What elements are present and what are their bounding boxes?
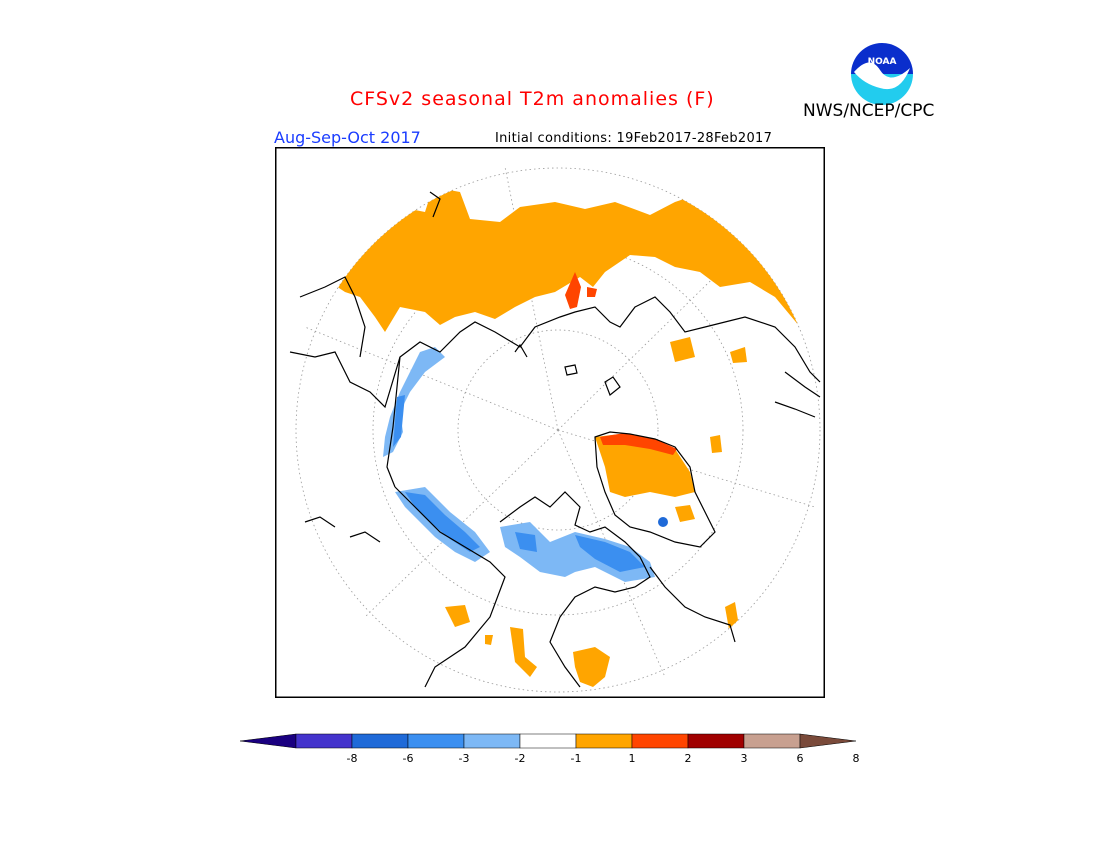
warm-anomaly-north-america <box>445 605 470 627</box>
colorbar-tick-label: 2 <box>684 752 692 765</box>
coastlines <box>289 191 821 688</box>
map-grid <box>295 166 821 693</box>
colorbar-segment <box>631 733 689 749</box>
colorbar-tick-label: 3 <box>740 752 748 765</box>
colorbar-segment <box>407 733 465 749</box>
agency-label: NWS/NCEP/CPC <box>803 101 935 121</box>
colorbar-tick-label: -1 <box>570 752 582 765</box>
colorbar-segment <box>463 733 521 749</box>
noaa-logo-text: NOAA <box>868 57 897 67</box>
colorbar-segment <box>351 733 409 749</box>
colorbar-segment <box>687 733 745 749</box>
colorbar-segment <box>575 733 633 749</box>
colorbar-segment <box>519 733 577 749</box>
colorbar-tick-label: 1 <box>628 752 636 765</box>
chart-title: CFSv2 seasonal T2m anomalies (F) <box>350 88 715 110</box>
colorbar-tick-label: 8 <box>852 752 860 765</box>
colorbar-segment <box>743 733 801 749</box>
colorbar-tick-label: 6 <box>796 752 804 765</box>
colorbar-tick-label: -3 <box>458 752 470 765</box>
season-label: Aug-Sep-Oct 2017 <box>274 128 421 147</box>
warm-anomaly-greenland-red <box>600 433 677 455</box>
noaa-logo: NOAA <box>850 42 914 106</box>
anomaly-map <box>274 146 826 699</box>
colorbar <box>239 733 860 773</box>
colorbar-arrow-right <box>799 733 857 749</box>
colorbar-tick-label: -8 <box>346 752 358 765</box>
warm-anomaly-russia-red <box>565 272 581 309</box>
colorbar-tick-label: -6 <box>402 752 414 765</box>
initial-conditions-label: Initial conditions: 19Feb2017-28Feb2017 <box>495 131 773 146</box>
colorbar-segment <box>295 733 353 749</box>
colorbar-tick-label: -2 <box>514 752 526 765</box>
colorbar-arrow-left <box>239 733 297 749</box>
